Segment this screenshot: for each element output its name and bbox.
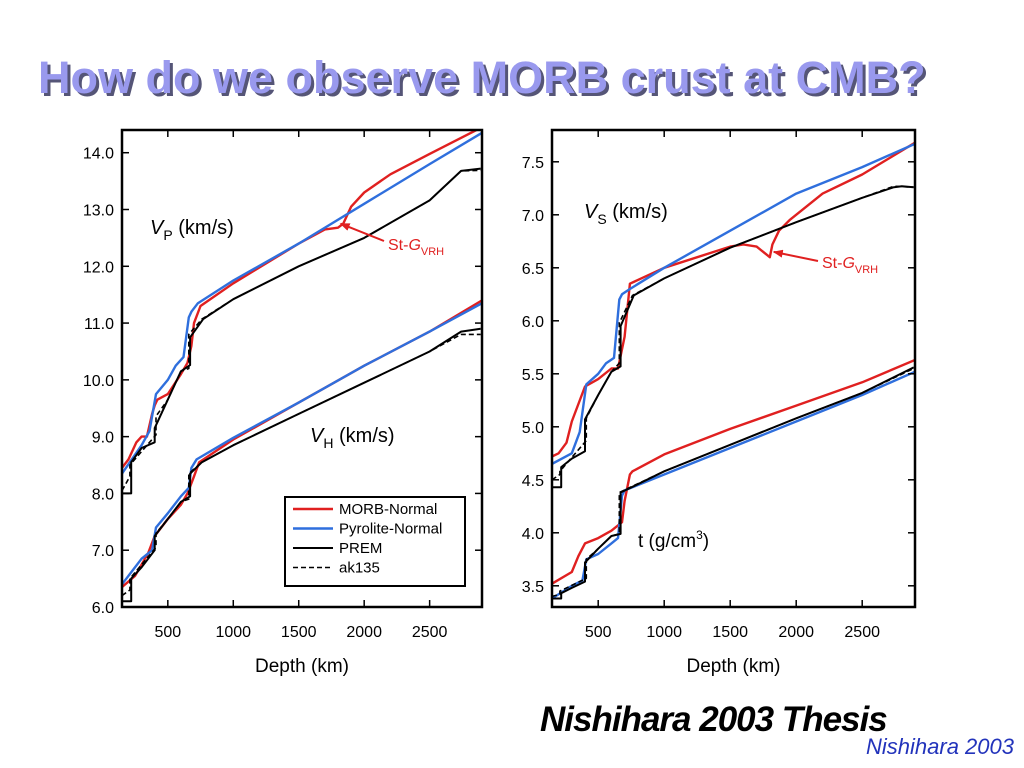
series-lines bbox=[552, 141, 915, 600]
annotation-density: t (g/cm3) bbox=[638, 528, 709, 552]
y-tick-label: 8.0 bbox=[92, 486, 114, 503]
panel-2: 500 1000 1500 2000 2500 3.5 4.0 4.5 5.0 5.5 6.0 6.5… bbox=[522, 128, 917, 677]
annotation-vh: VH (km/s) bbox=[310, 425, 395, 451]
y-tick-label: 4.5 bbox=[522, 473, 544, 490]
legend-box bbox=[284, 496, 466, 587]
plot-frame bbox=[550, 128, 917, 609]
legend: MORB-Normal Pyrolite-Normal PREM ak135 bbox=[284, 496, 466, 587]
y-tick-label: 5.5 bbox=[522, 367, 544, 384]
x-tick-label: 1500 bbox=[281, 624, 317, 641]
x-tick-label: 1500 bbox=[712, 624, 748, 641]
y-tick-label: 7.0 bbox=[522, 208, 544, 225]
x-axis-label: Depth (km) bbox=[255, 656, 349, 677]
series-line-rho-morb bbox=[552, 358, 915, 585]
x-tick-label: 500 bbox=[585, 624, 612, 641]
y-tick-label: 10.0 bbox=[83, 373, 114, 390]
annotation-vs: VS (km/s) bbox=[584, 201, 668, 227]
x-tick-label: 2500 bbox=[412, 624, 448, 641]
annotation-st-gvrh: St-GVRH bbox=[822, 255, 878, 276]
series-line-vs-pyrolite bbox=[552, 142, 915, 465]
annotation-vp: VP (km/s) bbox=[150, 217, 234, 243]
series-line-vh-ak135 bbox=[122, 333, 481, 597]
y-tick-label: 4.0 bbox=[522, 526, 544, 543]
series-line-rho-pyrolite bbox=[552, 370, 915, 600]
series-line-vs-ak135 bbox=[552, 185, 914, 481]
legend-label-morb: MORB-Normal bbox=[339, 501, 437, 518]
y-tick-label: 6.0 bbox=[522, 314, 544, 331]
plot-frame bbox=[120, 128, 484, 609]
x-tick-label: 1000 bbox=[646, 624, 682, 641]
y-tick-label: 13.0 bbox=[83, 203, 114, 220]
series-line-vp-pyrolite bbox=[122, 131, 482, 475]
x-tick-label: 2000 bbox=[778, 624, 814, 641]
annotation-st-gvrh: St-GVRH bbox=[388, 237, 444, 258]
series-lines bbox=[122, 130, 482, 603]
legend-label-pyrolite: Pyrolite-Normal bbox=[339, 521, 442, 538]
annotation-arrow bbox=[339, 222, 385, 242]
x-tick-label: 2000 bbox=[346, 624, 382, 641]
series-line-vp-prem bbox=[122, 167, 481, 495]
y-tick-label: 14.0 bbox=[83, 146, 114, 163]
credit-text: Nishihara 2003 bbox=[866, 734, 1014, 759]
y-tick-label: 7.0 bbox=[92, 543, 114, 560]
series-line-vs-morb bbox=[552, 141, 915, 458]
series-line-vp-morb bbox=[122, 130, 480, 469]
x-tick-label: 2500 bbox=[844, 624, 880, 641]
legend-label-prem: PREM bbox=[339, 540, 382, 557]
y-tick-label: 7.5 bbox=[522, 155, 544, 172]
series-line-rho-prem bbox=[552, 366, 915, 600]
y-tick-label: 9.0 bbox=[92, 430, 114, 447]
x-tick-label: 500 bbox=[154, 624, 181, 641]
series-line-rho-ak135 bbox=[552, 367, 915, 598]
y-tick-label: 6.5 bbox=[522, 261, 544, 278]
y-tick-label: 6.0 bbox=[92, 600, 114, 617]
annotation-arrow bbox=[772, 249, 819, 262]
y-tick-label: 11.0 bbox=[84, 316, 114, 333]
y-tick-label: 3.5 bbox=[522, 579, 544, 596]
y-tick-label: 5.0 bbox=[522, 420, 544, 437]
series-line-vp-ak135 bbox=[122, 169, 481, 491]
panel-1: 500 1000 1500 2000 2500 6.0 7.0 8.0 9.0 10.0 11.0 1… bbox=[83, 128, 484, 677]
x-tick-label: 1000 bbox=[215, 624, 251, 641]
x-axis-label: Depth (km) bbox=[687, 656, 781, 677]
legend-label-ak135: ak135 bbox=[339, 560, 380, 577]
y-tick-label: 12.0 bbox=[83, 259, 114, 276]
slide-title: How do we observe MORB crust at CMB? bbox=[38, 52, 926, 103]
series-line-vs-prem bbox=[552, 185, 914, 489]
thesis-label: Nishihara 2003 Thesis bbox=[540, 700, 888, 739]
